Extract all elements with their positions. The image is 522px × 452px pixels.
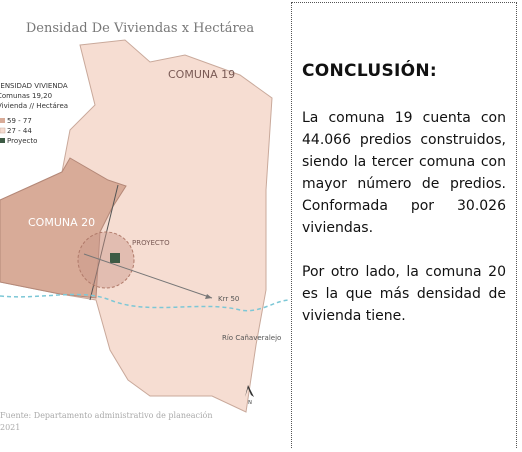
legend-unit: Vivienda // Hectárea (0, 102, 68, 110)
legend-swatch (0, 118, 5, 123)
project-area (77, 231, 135, 289)
river (0, 293, 290, 312)
paragraph: La comuna 19 cuenta con 44.066 predios c… (302, 110, 506, 236)
label: N (248, 400, 252, 406)
boundary (89, 184, 119, 301)
legend-item: 59 - 77 (7, 117, 32, 125)
map: Densidad De Viviendas x Hectárea COMUNA … (0, 21, 290, 432)
north-arrow (245, 385, 254, 397)
label: COMUNA 19 (168, 68, 235, 81)
legend-swatch (0, 138, 5, 143)
conclusion-panel: CONCLUSIÓN: La comuna 19 cuenta con 44.0… (291, 2, 517, 448)
legend-title: DENSIDAD VIVIENDA (0, 82, 68, 90)
source: 2021 (0, 423, 20, 432)
project-mark (110, 253, 120, 263)
legend-subtitle: Comunas 19,20 (0, 92, 52, 100)
paragraph: Por otro lado, la comuna 20 es la que má… (302, 264, 506, 324)
legend-swatch (0, 127, 6, 134)
label: Río Cañaveralejo (222, 334, 281, 342)
source: Fuente: Departamento administrativo de p… (0, 411, 213, 420)
label: COMUNA 20 (28, 216, 95, 229)
map-title: Densidad De Viviendas x Hectárea (26, 21, 255, 36)
legend-item: Proyecto (7, 137, 37, 145)
legend-item: 27 - 44 (7, 127, 32, 135)
conclusion-title: CONCLUSIÓN: (302, 61, 438, 81)
label: Krr 50 (218, 295, 239, 303)
arrow (205, 294, 212, 299)
label: PROYECTO (132, 239, 170, 247)
road-line (83, 253, 213, 299)
